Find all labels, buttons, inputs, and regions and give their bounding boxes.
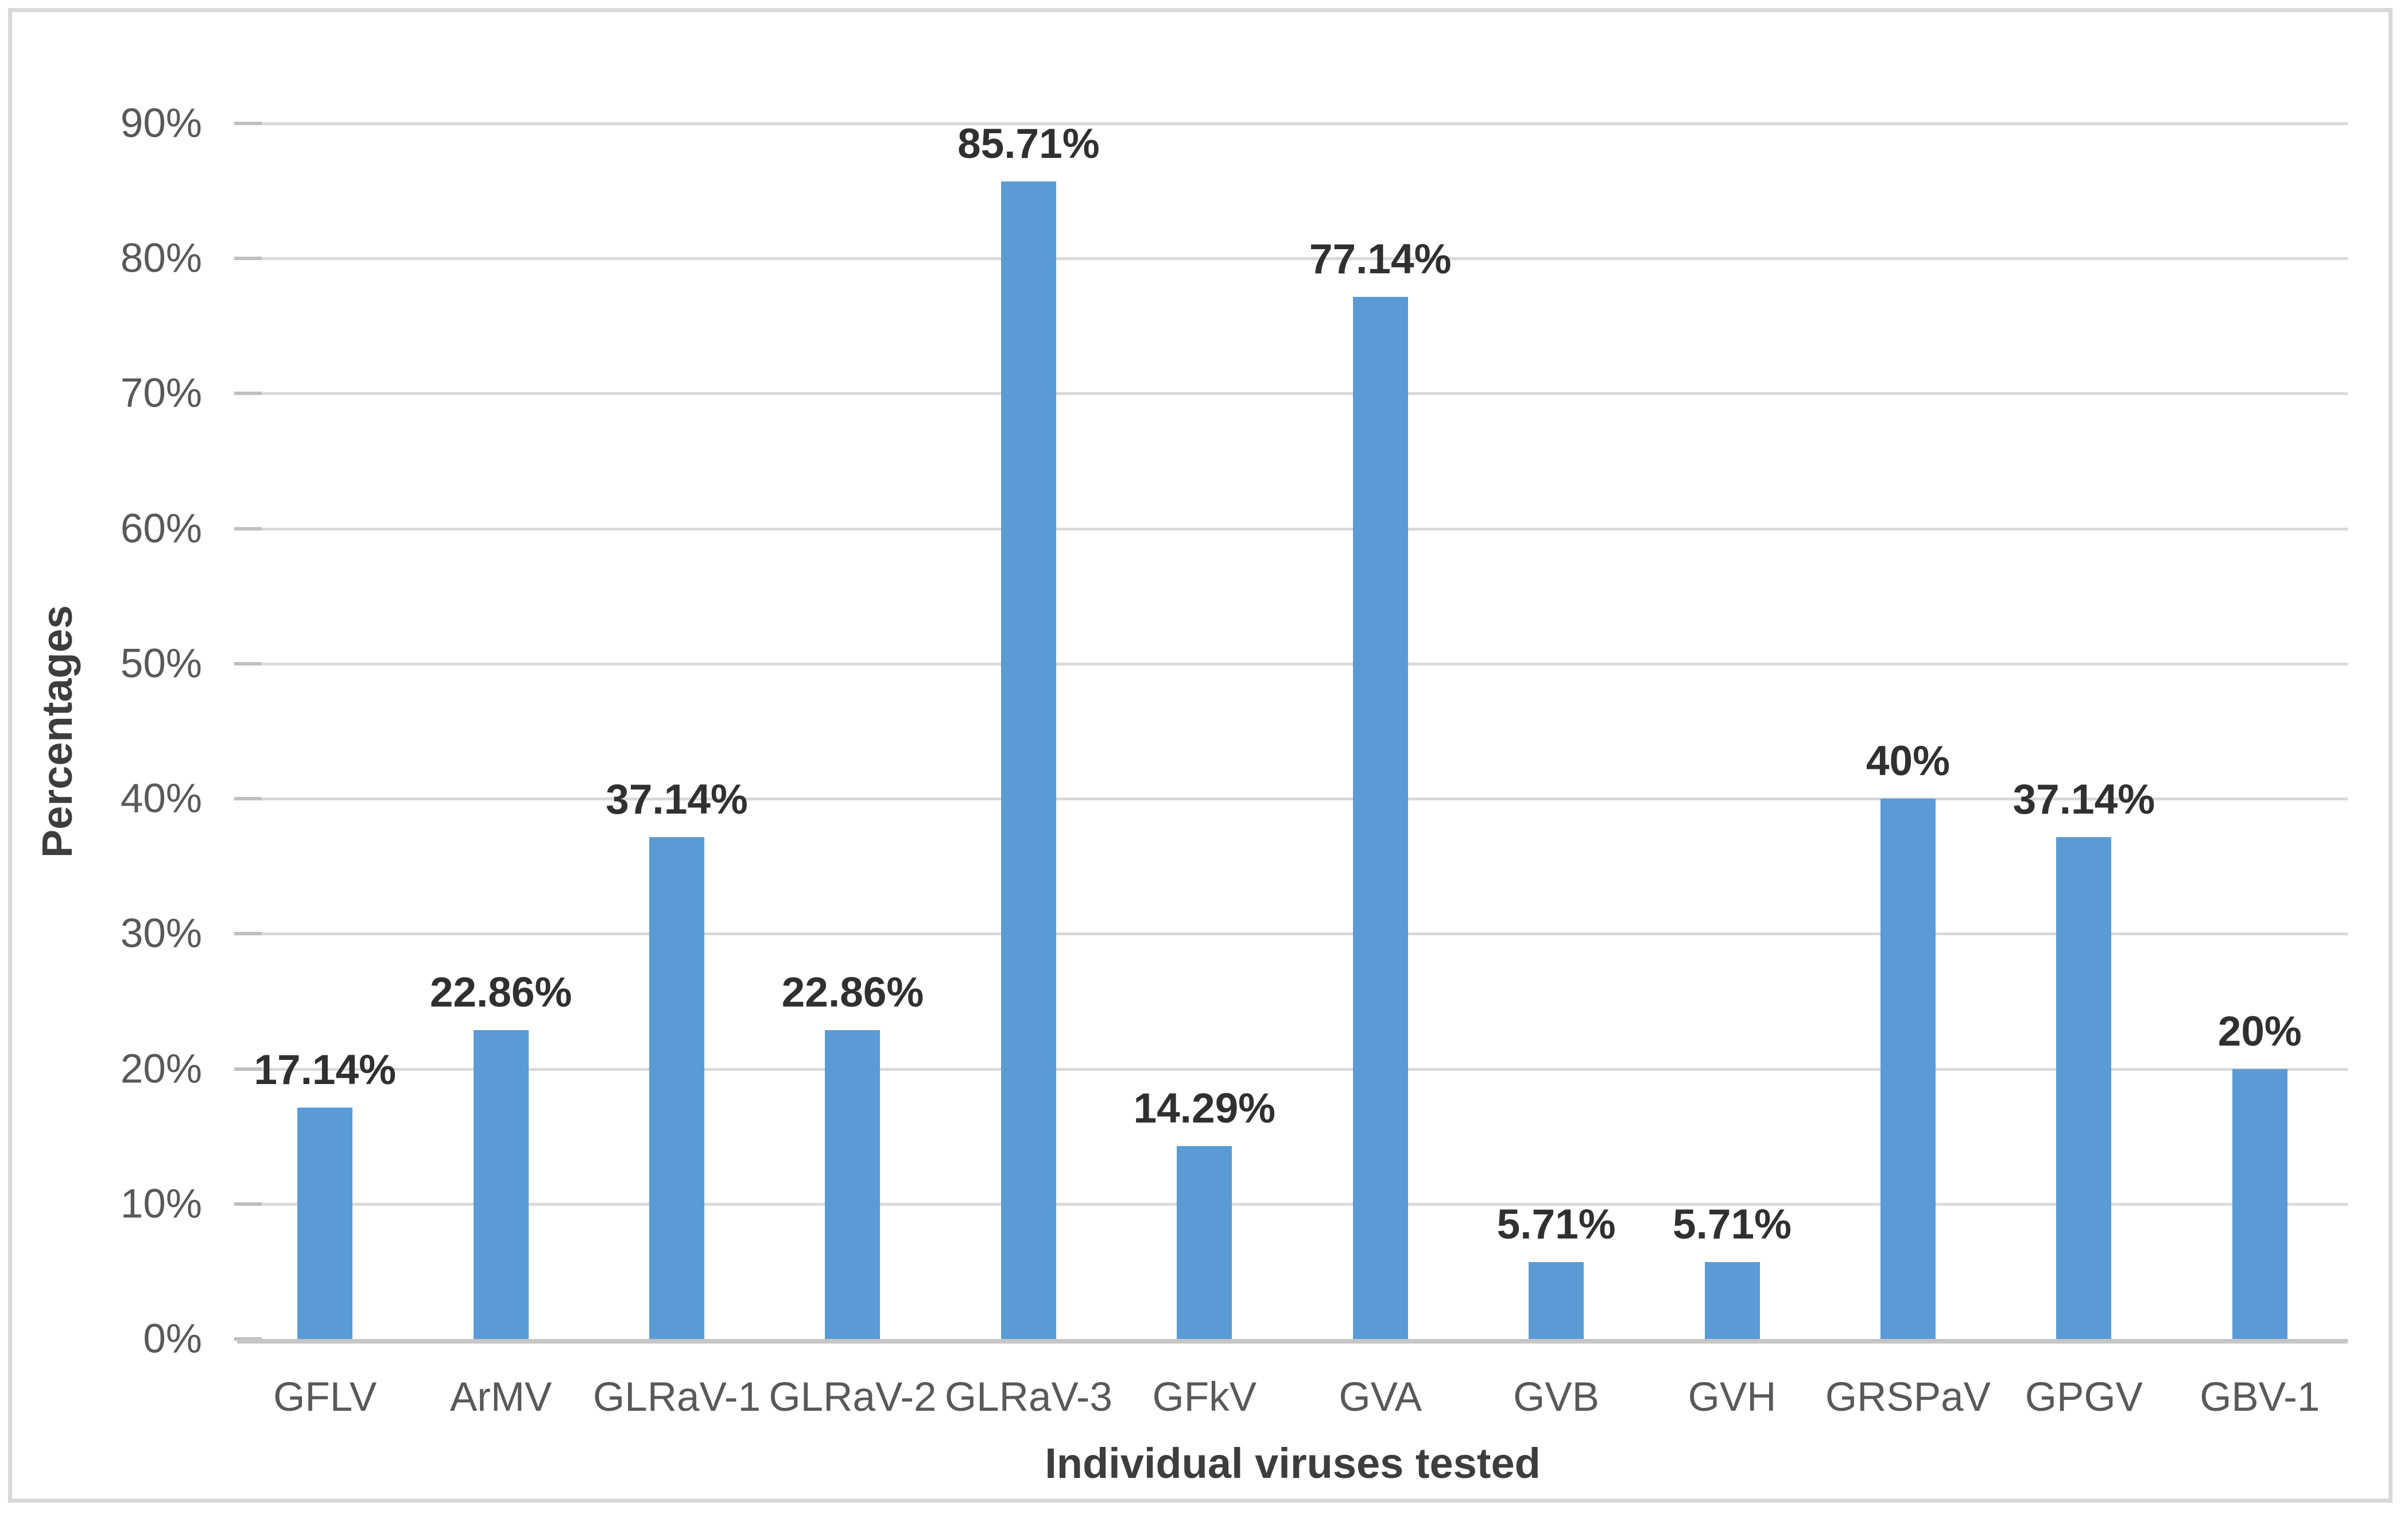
y-tick-label: 60%: [120, 506, 202, 552]
y-gridline-40%: [237, 798, 2348, 801]
category-label-GVH: GVH: [1688, 1375, 1777, 1420]
bar-GPGV: [2056, 837, 2112, 1339]
y-gridline-60%: [237, 527, 2348, 531]
data-label-GBV-1: 20%: [2217, 1008, 2302, 1055]
category-label-GPGV: GPGV: [2025, 1375, 2143, 1420]
bar-GFkV: [1177, 1145, 1232, 1339]
data-label-GLRaV-2: 22.86%: [781, 969, 924, 1016]
category-label-GRSPaV: GRSPaV: [1825, 1375, 1991, 1420]
category-label-GFLV: GFLV: [273, 1375, 377, 1420]
y-tickmark-20%: [234, 1067, 262, 1071]
data-label-GFLV: 17.14%: [254, 1046, 396, 1093]
y-gridline-80%: [237, 257, 2348, 261]
data-label-ArMV: 22.86%: [429, 969, 572, 1016]
y-gridline-90%: [237, 122, 2348, 125]
bar-GLRaV-1: [649, 837, 705, 1339]
y-tick-label: 90%: [120, 100, 202, 146]
y-gridline-10%: [237, 1202, 2348, 1206]
y-tick-label: 80%: [120, 235, 202, 281]
bar-GFLV: [297, 1107, 353, 1339]
data-label-GVH: 5.71%: [1673, 1201, 1792, 1248]
y-tickmark-30%: [234, 932, 262, 936]
y-tick-label: 20%: [120, 1046, 202, 1092]
y-tick-label: 0%: [143, 1316, 202, 1362]
bar-GLRaV-3: [1001, 181, 1056, 1339]
category-label-GVB: GVB: [1513, 1375, 1600, 1420]
category-label-GLRaV-3: GLRaV-3: [944, 1375, 1112, 1420]
y-tick-label: 50%: [120, 641, 202, 687]
data-label-GPGV: 37.14%: [2013, 776, 2155, 823]
bar-GRSPaV: [1880, 799, 1936, 1339]
bar-GVB: [1529, 1261, 1584, 1339]
y-gridline-50%: [237, 662, 2348, 665]
y-tick-label: 10%: [120, 1181, 202, 1227]
category-label-GFkV: GFkV: [1152, 1375, 1257, 1420]
data-label-GVB: 5.71%: [1496, 1201, 1616, 1248]
category-label-GLRaV-1: GLRaV-1: [593, 1375, 761, 1420]
y-tickmark-60%: [234, 527, 262, 531]
category-label-GVA: GVA: [1339, 1375, 1422, 1420]
x-axis-line: [237, 1339, 2348, 1344]
y-axis-title: Percentages: [33, 605, 81, 858]
bar-ArMV: [473, 1030, 529, 1339]
category-label-GLRaV-2: GLRaV-2: [769, 1375, 937, 1420]
data-label-GRSPaV: 40%: [1866, 738, 1951, 785]
data-label-GLRaV-1: 37.14%: [606, 776, 748, 823]
bar-GBV-1: [2232, 1069, 2287, 1339]
y-tickmark-80%: [234, 257, 262, 261]
y-tickmark-50%: [234, 661, 262, 665]
y-gridline-30%: [237, 932, 2348, 936]
y-tickmark-90%: [234, 122, 262, 125]
y-gridline-20%: [237, 1067, 2348, 1071]
category-label-ArMV: ArMV: [449, 1375, 552, 1420]
bar-GLRaV-2: [825, 1030, 881, 1339]
x-axis-title: Individual viruses tested: [1045, 1439, 1541, 1487]
y-tickmark-40%: [234, 797, 262, 801]
data-label-GLRaV-3: 85.71%: [957, 120, 1100, 167]
category-label-GBV-1: GBV-1: [2200, 1375, 2320, 1420]
y-tick-label: 30%: [120, 911, 202, 957]
y-tick-label: 40%: [120, 776, 202, 822]
bar-GVA: [1352, 297, 1408, 1339]
data-label-GVA: 77.14%: [1309, 236, 1452, 283]
data-label-GFkV: 14.29%: [1133, 1085, 1276, 1132]
bar-GVH: [1704, 1261, 1760, 1339]
y-tickmark-10%: [234, 1202, 262, 1206]
y-tick-label: 70%: [120, 370, 202, 416]
y-gridline-70%: [237, 392, 2348, 396]
y-tickmark-70%: [234, 392, 262, 396]
